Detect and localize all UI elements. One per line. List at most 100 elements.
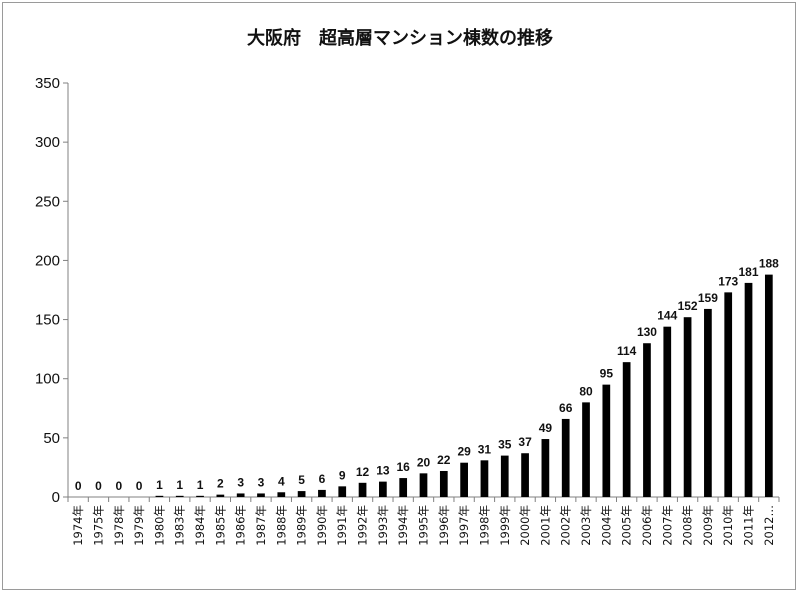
data-label: 35 <box>498 438 512 452</box>
y-axis: 0 50 100 150 200 250 300 350 <box>35 75 69 506</box>
x-axis: 1974年 1975年 1978年 1979年 1980年 1983年 1984年 1985年… <box>67 496 780 546</box>
bar <box>724 292 733 497</box>
data-label: 3 <box>258 475 265 489</box>
y-tick-label: 100 <box>35 371 60 388</box>
data-label: 1 <box>197 478 204 492</box>
bar <box>318 489 326 497</box>
chart-title: 大阪府 超高層マンション棟数の推移 <box>247 27 553 49</box>
bar <box>155 495 164 497</box>
bar <box>297 491 306 497</box>
y-tick-label: 200 <box>35 252 60 269</box>
data-label: 0 <box>95 479 102 493</box>
x-tick-label: 1989年 <box>295 505 309 546</box>
x-tick-label: 2002年 <box>559 505 573 546</box>
bar <box>236 493 245 497</box>
bar <box>379 481 387 497</box>
x-tick-label: 1978年 <box>112 505 126 546</box>
y-tick-label: 50 <box>43 430 60 447</box>
bar <box>561 418 570 497</box>
bar <box>582 402 590 497</box>
bar <box>439 470 448 497</box>
data-label: 37 <box>518 435 532 449</box>
x-tick-label: 2008年 <box>681 505 695 546</box>
bar <box>257 493 265 497</box>
data-label: 1 <box>156 478 163 492</box>
bar <box>480 460 489 497</box>
bar <box>683 317 692 497</box>
data-label: 114 <box>617 344 637 358</box>
data-label: 1 <box>176 478 183 492</box>
data-label: 5 <box>298 473 305 487</box>
x-tick-label: 2006年 <box>640 505 654 546</box>
x-tick-label: 1980年 <box>152 505 166 546</box>
data-label: 29 <box>457 445 471 459</box>
x-tick-label: 1999年 <box>498 505 512 546</box>
y-tick-label: 250 <box>35 193 60 210</box>
x-tick-label: 2010年 <box>721 505 735 546</box>
data-label: 159 <box>698 291 718 305</box>
bar <box>541 439 550 497</box>
data-label: 3 <box>237 475 244 489</box>
y-tick-label: 300 <box>35 134 60 151</box>
x-tick-label: 1986年 <box>234 505 248 546</box>
x-tick-label: 2007年 <box>660 505 674 546</box>
data-label: 16 <box>397 460 411 474</box>
bar <box>338 486 347 497</box>
x-tick-label: 1992年 <box>356 505 370 546</box>
data-label: 130 <box>637 325 657 339</box>
x-tick-label: 2009年 <box>701 505 715 546</box>
data-label: 95 <box>600 367 614 381</box>
data-label: 9 <box>339 468 346 482</box>
y-tick-label: 150 <box>35 312 60 329</box>
data-label: 152 <box>678 299 698 313</box>
x-tick-label: 2004年 <box>599 505 613 546</box>
bar <box>643 343 651 497</box>
data-label: 22 <box>437 453 451 467</box>
data-label: 4 <box>278 474 285 488</box>
x-tick-label: 1998年 <box>477 505 491 546</box>
x-tick-label: 1996年 <box>437 505 451 546</box>
bar <box>500 455 509 497</box>
data-label: 188 <box>759 257 779 271</box>
bar <box>602 384 611 497</box>
x-tick-label: 2003年 <box>579 505 593 546</box>
bar <box>460 462 468 497</box>
data-label: 2 <box>217 477 224 491</box>
data-label: 12 <box>356 465 370 479</box>
bar <box>399 478 408 497</box>
x-tick-label: 2012… <box>762 505 776 546</box>
bar <box>622 362 631 497</box>
data-label: 173 <box>718 274 738 288</box>
bar <box>216 494 225 497</box>
x-tick-label: 1975年 <box>91 505 105 546</box>
data-label: 13 <box>376 464 390 478</box>
data-label: 20 <box>417 455 431 469</box>
bar <box>704 308 712 497</box>
x-tick-label: 1993年 <box>376 505 390 546</box>
y-tick-label: 350 <box>35 75 60 92</box>
x-tick-label: 1995年 <box>417 505 431 546</box>
bar <box>358 482 367 497</box>
x-tick-label: 1983年 <box>173 505 187 546</box>
x-tick-label: 1988年 <box>274 505 288 546</box>
x-tick-label: 1994年 <box>396 505 410 546</box>
bar <box>663 326 672 497</box>
x-tick-label: 1979年 <box>132 505 146 546</box>
x-tick-label: 1991年 <box>335 505 349 546</box>
x-tick-label: 1987年 <box>254 505 268 546</box>
bar <box>521 453 529 497</box>
x-tick-label: 2001年 <box>538 505 552 546</box>
bar <box>764 274 773 497</box>
data-label: 0 <box>75 479 82 493</box>
data-label: 31 <box>478 442 492 456</box>
x-tick-label: 1984年 <box>193 505 207 546</box>
x-tick-label: 2011年 <box>742 505 756 546</box>
bar <box>175 495 184 497</box>
data-label: 66 <box>559 401 573 415</box>
x-tick-label: 1974年 <box>71 505 85 546</box>
y-tick-label: 0 <box>52 489 60 506</box>
x-tick-label: 1985年 <box>213 505 227 546</box>
bar <box>419 473 428 497</box>
